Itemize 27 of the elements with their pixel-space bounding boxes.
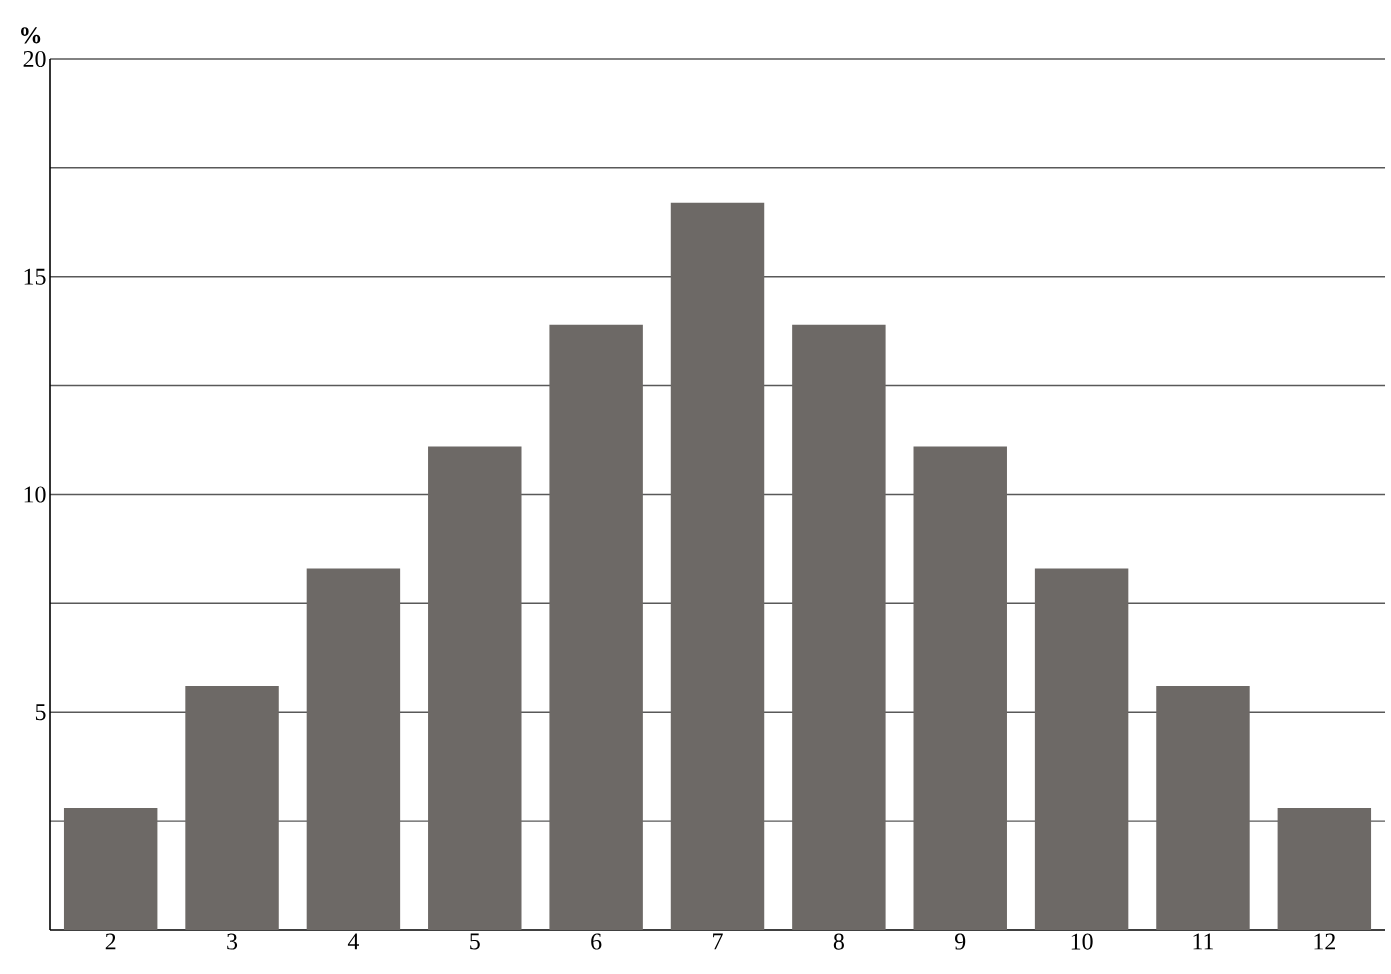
y-tick-label: 5 xyxy=(35,704,46,721)
y-tick-label: 15 xyxy=(24,268,46,285)
bar xyxy=(792,324,886,930)
x-tick-label: 11 xyxy=(1193,933,1214,950)
bar xyxy=(913,446,1007,930)
y-tick-label: 20 xyxy=(23,50,46,68)
bar xyxy=(63,808,158,930)
x-tick-label: 8 xyxy=(833,933,844,950)
x-tick-label: 2 xyxy=(105,933,116,950)
x-tick-label: 3 xyxy=(227,933,238,950)
x-tick-label: 4 xyxy=(347,933,360,950)
x-tick-label: 10 xyxy=(1071,933,1093,950)
x-tick-label: 12 xyxy=(1314,933,1335,950)
x-tick-label: 6 xyxy=(591,933,602,950)
bar xyxy=(1034,568,1129,930)
y-axis-title: % xyxy=(21,27,41,44)
bar xyxy=(670,202,765,930)
x-tick-label: 5 xyxy=(470,933,480,950)
y-tick-label: 10 xyxy=(24,486,46,503)
bar xyxy=(306,568,401,930)
bar xyxy=(185,686,279,930)
bar xyxy=(1156,686,1250,930)
x-tick-label: 7 xyxy=(713,933,723,950)
bar xyxy=(1277,808,1372,930)
bar xyxy=(428,446,522,930)
x-tick-label: 9 xyxy=(955,933,966,950)
bar xyxy=(549,324,643,930)
